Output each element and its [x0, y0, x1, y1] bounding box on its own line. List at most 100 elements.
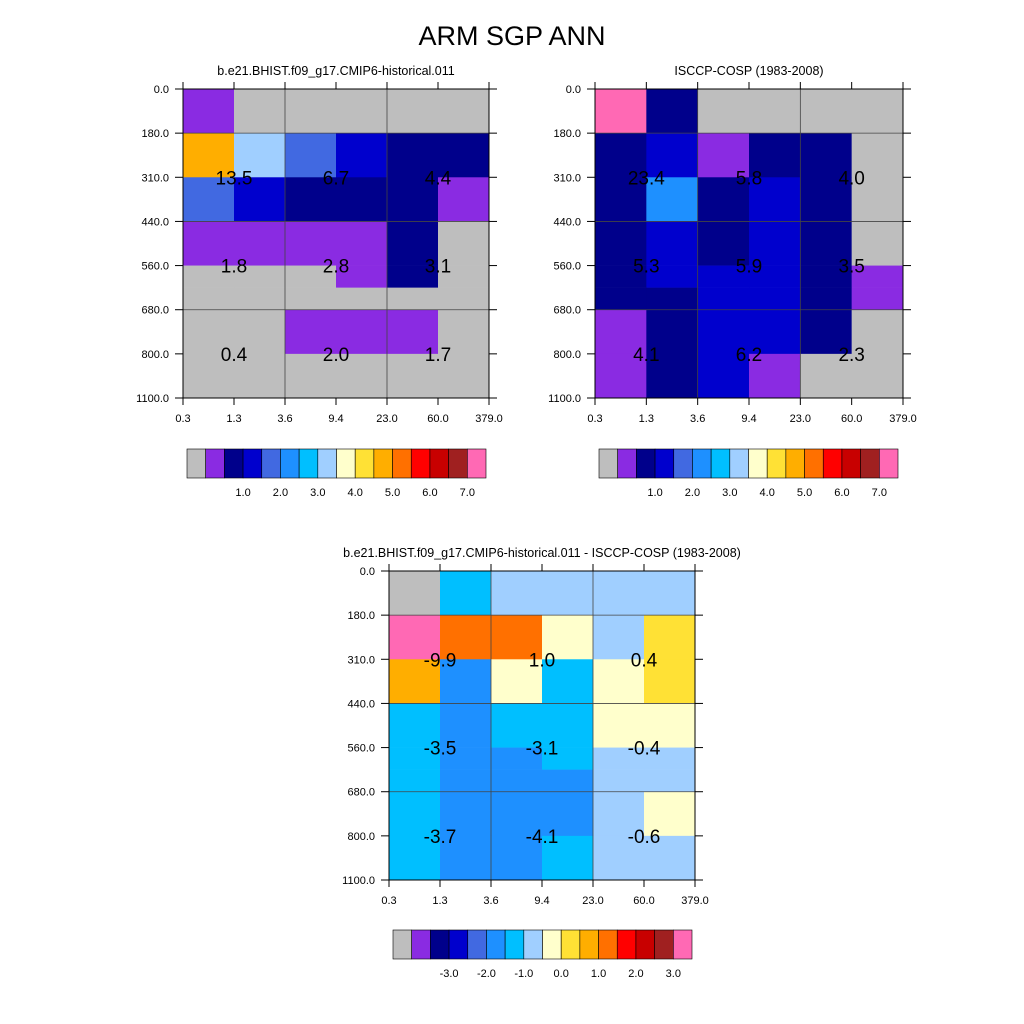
y-tick-label: 180.0 — [553, 128, 581, 140]
heatmap-cell — [438, 265, 490, 288]
colorbar-swatch — [205, 448, 225, 479]
x-tick-label: 3.6 — [483, 895, 498, 907]
heatmap-cell — [285, 309, 337, 355]
colorbar-swatch — [673, 929, 693, 960]
heatmap-cell — [851, 309, 904, 355]
y-tick-label: 800.0 — [141, 349, 169, 361]
heatmap-cell — [851, 353, 904, 399]
x-tick-label: 9.4 — [534, 895, 549, 907]
colorbar-swatch — [635, 929, 655, 960]
heatmap-cell — [542, 791, 594, 837]
heatmap-cell — [646, 287, 698, 311]
y-tick-label: 310.0 — [141, 172, 169, 184]
heatmap-cell — [285, 221, 337, 266]
cell-value-label: 3.1 — [425, 257, 451, 278]
heatmap-cell — [387, 133, 439, 178]
colorbar-swatch — [224, 448, 244, 479]
heatmap-cell — [387, 265, 439, 288]
heatmap-cell — [387, 309, 439, 355]
heatmap-cell — [389, 791, 441, 837]
heatmap-cell — [800, 265, 852, 288]
colorbar-swatch — [354, 448, 375, 479]
y-tick-label: 560.0 — [347, 743, 375, 755]
y-tick-label: 180.0 — [141, 128, 169, 140]
colorbar-swatch — [748, 448, 768, 479]
colorbar-swatch — [261, 448, 281, 479]
heatmap-cell — [646, 221, 698, 266]
heatmap-cell — [800, 89, 852, 134]
colorbar-swatch — [430, 929, 450, 960]
heatmap-cell — [749, 353, 801, 399]
heatmap-cell — [646, 309, 698, 355]
heatmap-cell — [542, 769, 594, 793]
colorbar-label: 0.0 — [554, 968, 569, 980]
x-tick-label: 1.3 — [226, 413, 241, 425]
colorbar-label: 2.0 — [685, 487, 700, 499]
y-tick-label: 1100.0 — [548, 393, 581, 405]
heatmap-cell — [851, 221, 904, 266]
heatmap-cell — [697, 177, 750, 222]
heatmap-cell — [749, 221, 801, 266]
heatmap-cell — [491, 703, 543, 748]
heatmap-cell — [644, 769, 696, 793]
heatmap-cell — [387, 353, 439, 399]
heatmap-cell — [440, 659, 492, 704]
heatmap-cell — [389, 747, 441, 770]
colorbar-swatch — [486, 929, 506, 960]
colorbar-swatch — [242, 448, 263, 479]
heatmap-cell — [800, 177, 852, 222]
heatmap-cell — [593, 571, 645, 616]
colorbar-swatch — [879, 448, 899, 479]
y-tick-label: 310.0 — [553, 172, 581, 184]
heatmap-cell — [336, 177, 388, 222]
y-tick-label: 180.0 — [347, 610, 375, 622]
heatmap-cell — [234, 133, 286, 178]
x-tick-label: 1.3 — [432, 895, 447, 907]
heatmap-cell — [542, 835, 594, 881]
heatmap-cell — [595, 265, 647, 288]
heatmap-cell — [491, 571, 543, 616]
panel-title: b.e21.BHIST.f09_g17.CMIP6-historical.011 — [217, 64, 454, 78]
y-tick-label: 560.0 — [141, 261, 169, 273]
heatmap-cell — [389, 615, 441, 660]
cell-value-label: 3.5 — [838, 257, 864, 278]
colorbar-swatch — [280, 448, 300, 479]
heatmap-cell — [749, 89, 801, 134]
heatmap-cell — [593, 769, 645, 793]
cell-value-label: 1.8 — [221, 257, 247, 278]
heatmap-cell — [491, 769, 543, 793]
y-tick-label: 440.0 — [553, 216, 581, 228]
cell-value-label: -9.9 — [424, 650, 457, 671]
heatmap-panel-1: b.e21.BHIST.f09_g17.CMIP6-historical.011… — [136, 64, 503, 499]
heatmap-cell — [595, 287, 647, 311]
heatmap-cell — [851, 89, 904, 134]
y-tick-label: 0.0 — [360, 566, 375, 578]
heatmap-cell — [491, 747, 543, 770]
cell-value-label: -0.4 — [628, 739, 661, 760]
colorbar-swatch — [448, 929, 469, 960]
heatmap-cell — [697, 309, 750, 355]
heatmap-cell — [595, 353, 647, 399]
heatmap-cell — [491, 615, 543, 660]
heatmap-cell — [440, 769, 492, 793]
x-tick-label: 1.3 — [639, 413, 654, 425]
heatmap-cell — [542, 615, 594, 660]
heatmap-cell — [387, 89, 439, 134]
colorbar-swatch — [410, 448, 431, 479]
colorbar-swatch — [429, 448, 449, 479]
heatmap-cell — [800, 221, 852, 266]
heatmap-cell — [183, 177, 235, 222]
heatmap-cell — [438, 177, 490, 222]
cell-value-label: -4.1 — [526, 827, 559, 848]
heatmap-cell — [491, 659, 543, 704]
y-tick-label: 800.0 — [347, 831, 375, 843]
cell-value-label: 5.3 — [633, 257, 659, 278]
colorbar-swatch — [785, 448, 805, 479]
heatmap-cell — [387, 221, 439, 266]
heatmap-cell — [285, 89, 337, 134]
heatmap-cell — [438, 89, 490, 134]
heatmap-cell — [440, 571, 492, 616]
colorbar-swatch — [860, 448, 880, 479]
heatmap-cell — [646, 353, 698, 399]
colorbar-label: 6.0 — [422, 487, 437, 499]
